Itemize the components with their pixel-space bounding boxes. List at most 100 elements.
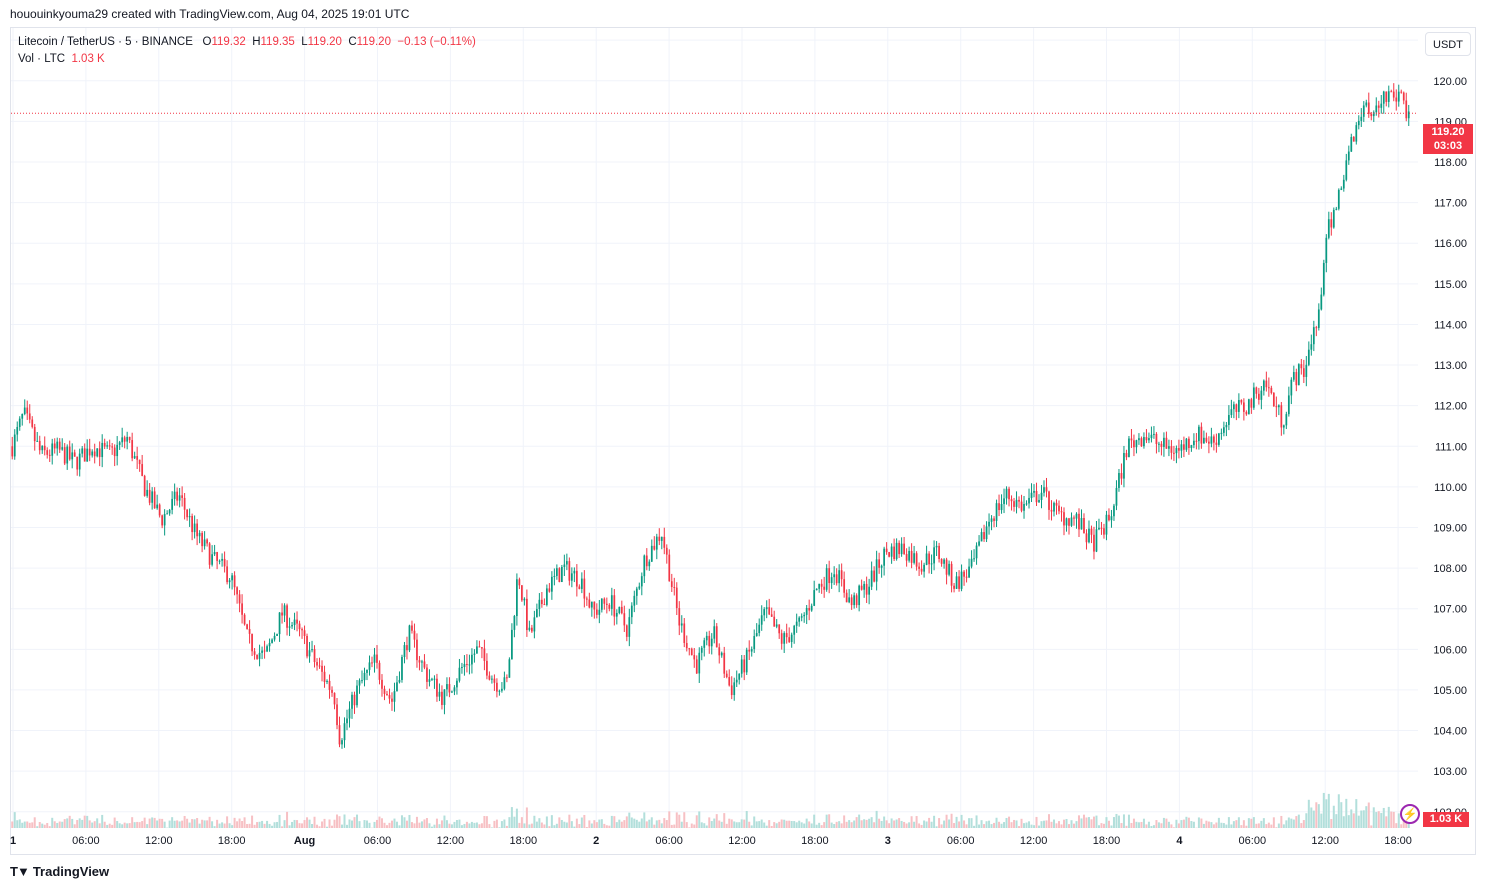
candle-body	[378, 662, 381, 680]
candle-body	[890, 546, 893, 557]
volume-bar	[71, 818, 74, 828]
volume-bar	[351, 820, 354, 828]
volume-bar	[795, 822, 798, 828]
candle-body	[233, 575, 236, 588]
candle-body	[466, 663, 468, 665]
volume-bar	[1342, 816, 1345, 828]
candle-body	[86, 448, 89, 462]
volume-label[interactable]: Vol · LTC	[18, 53, 66, 65]
chart-frame[interactable]	[10, 27, 1476, 855]
volume-bar	[730, 819, 733, 828]
volume-bar	[268, 823, 271, 828]
candle-body	[1120, 473, 1123, 479]
candle-body	[758, 624, 761, 634]
candle-body	[116, 444, 119, 457]
volume-bar	[293, 819, 296, 828]
symbol-title[interactable]: Litecoin / TetherUS · 5 · BINANCE	[18, 36, 193, 48]
volume-bar	[331, 825, 334, 828]
volume-bar	[1142, 818, 1145, 828]
candle-body	[800, 616, 803, 618]
volume-bar	[83, 815, 86, 828]
candle-body	[436, 678, 438, 697]
candle-body	[595, 609, 598, 615]
candle-body	[483, 648, 486, 661]
candle-body	[610, 595, 613, 609]
candle-body	[1188, 438, 1190, 449]
volume-bar	[1080, 818, 1083, 828]
volume-bar	[1305, 813, 1308, 828]
volume-bar	[520, 817, 523, 828]
candle-body	[1215, 442, 1218, 445]
volume-bar	[685, 822, 688, 828]
candle-body	[553, 575, 556, 577]
candle-body	[178, 495, 181, 501]
volume-bar	[276, 821, 279, 828]
volume-bar	[888, 823, 891, 828]
candle-body	[735, 679, 738, 683]
volume-bar	[953, 823, 956, 828]
volume-bar	[196, 818, 199, 828]
x-tick-label: 18:00	[510, 835, 538, 847]
candle-body	[780, 633, 783, 644]
candle-body	[1055, 502, 1058, 506]
candle-body	[1078, 513, 1080, 530]
candle-body	[630, 605, 633, 618]
x-tick-label: 12:00	[145, 835, 173, 847]
candle-body	[983, 532, 985, 540]
y-tick-label: 112.00	[1434, 401, 1467, 413]
volume-bar	[1257, 823, 1260, 828]
candle-body	[306, 635, 308, 657]
y-tick-label: 103.00	[1433, 766, 1467, 778]
volume-bar	[1250, 818, 1253, 828]
candle-body	[326, 680, 328, 682]
candle-body	[743, 659, 746, 673]
candle-body	[808, 607, 811, 611]
volume-bar	[1167, 821, 1170, 828]
candle-body	[1295, 372, 1298, 386]
volume-bar	[830, 822, 833, 828]
volume-bar	[1270, 824, 1273, 828]
volume-bar	[158, 818, 161, 828]
candle-body	[573, 570, 576, 574]
candle-body	[1025, 503, 1028, 505]
candle-body	[528, 627, 531, 631]
candle-body	[710, 638, 713, 647]
candle-body	[188, 516, 191, 518]
volume-bar	[488, 824, 491, 828]
volume-bar	[500, 821, 503, 828]
candle-body	[910, 550, 913, 563]
candle-body	[31, 419, 34, 427]
volume-bar	[1105, 817, 1108, 828]
candle-body	[1302, 368, 1305, 377]
lightning-icon[interactable]: ⚡	[1400, 804, 1420, 824]
volume-bar	[103, 821, 106, 828]
volume-bar	[18, 819, 21, 828]
candle-body	[1355, 125, 1358, 142]
currency-button[interactable]: USDT	[1425, 32, 1471, 56]
volume-bar	[1155, 820, 1158, 828]
volume-bar	[1385, 816, 1388, 828]
footer-brand[interactable]: T▼ TradingView	[10, 864, 109, 879]
candle-body	[1330, 219, 1333, 228]
volume-bar	[898, 818, 901, 828]
candle-body	[1275, 406, 1278, 408]
volume-bar	[780, 819, 783, 828]
series-legend[interactable]: Litecoin / TetherUS · 5 · BINANCE O119.3…	[18, 34, 476, 68]
candle-body	[221, 558, 223, 561]
volume-bar	[765, 825, 768, 828]
candle-body	[488, 675, 491, 680]
volume-value: 1.03 K	[71, 53, 105, 65]
candle-body	[583, 578, 586, 599]
volume-bar	[790, 820, 793, 828]
candle-body	[973, 558, 975, 560]
candle-body	[1013, 501, 1015, 507]
candle-body	[128, 436, 131, 441]
candle-body	[1325, 237, 1328, 263]
y-tick-label: 111.00	[1435, 441, 1467, 453]
candle-body	[138, 459, 141, 465]
candle-body	[963, 571, 965, 577]
candle-body	[700, 647, 703, 653]
candle-body	[383, 688, 386, 694]
candle-body	[1360, 116, 1363, 121]
